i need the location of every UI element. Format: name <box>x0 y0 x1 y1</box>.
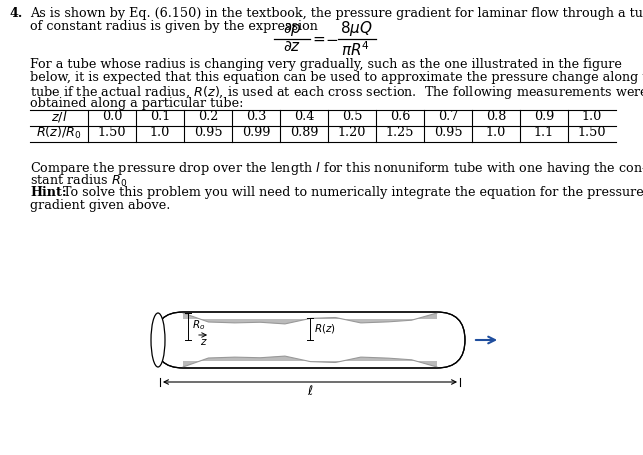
Text: 0.1: 0.1 <box>150 111 170 123</box>
Text: 0.89: 0.89 <box>290 126 318 140</box>
Text: $\pi R^4$: $\pi R^4$ <box>341 40 370 59</box>
Text: of constant radius is given by the expression: of constant radius is given by the expre… <box>30 20 318 33</box>
Text: 0.0: 0.0 <box>102 111 122 123</box>
Text: For a tube whose radius is changing very gradually, such as the one illustrated : For a tube whose radius is changing very… <box>30 58 622 71</box>
Text: $-$: $-$ <box>325 32 339 46</box>
Polygon shape <box>183 356 437 367</box>
Text: $R_o$: $R_o$ <box>192 318 205 333</box>
Text: As is shown by Eq. (6.150) in the textbook, the pressure gradient for laminar fl: As is shown by Eq. (6.150) in the textbo… <box>30 7 643 20</box>
Text: tube if the actual radius, $R(z)$, is used at each cross section.  The following: tube if the actual radius, $R(z)$, is us… <box>30 84 643 101</box>
Text: 0.3: 0.3 <box>246 111 266 123</box>
FancyBboxPatch shape <box>155 312 465 368</box>
Text: below, it is expected that this equation can be used to approximate the pressure: below, it is expected that this equation… <box>30 71 643 84</box>
Text: $\partial p$: $\partial p$ <box>282 21 302 38</box>
Ellipse shape <box>151 313 165 367</box>
Text: 1.0: 1.0 <box>582 111 602 123</box>
Text: 0.95: 0.95 <box>433 126 462 140</box>
Text: $z$: $z$ <box>200 337 208 347</box>
Text: $\partial z$: $\partial z$ <box>283 40 301 54</box>
Text: 0.4: 0.4 <box>294 111 314 123</box>
Text: gradient given above.: gradient given above. <box>30 199 170 212</box>
Polygon shape <box>183 313 437 324</box>
Text: 0.9: 0.9 <box>534 111 554 123</box>
Text: obtained along a particular tube:: obtained along a particular tube: <box>30 97 244 110</box>
Text: 0.8: 0.8 <box>486 111 506 123</box>
Text: $=$: $=$ <box>310 32 326 46</box>
Text: $R(z)$: $R(z)$ <box>314 322 336 335</box>
Text: 0.5: 0.5 <box>341 111 362 123</box>
Text: 0.6: 0.6 <box>390 111 410 123</box>
Text: 1.20: 1.20 <box>338 126 366 140</box>
Text: 1.50: 1.50 <box>578 126 606 140</box>
Text: $8\mu Q$: $8\mu Q$ <box>340 19 372 38</box>
Text: 0.99: 0.99 <box>242 126 270 140</box>
Text: $R(z)/R_0$: $R(z)/R_0$ <box>36 125 82 141</box>
Text: 1.0: 1.0 <box>150 126 170 140</box>
Text: 1.1: 1.1 <box>534 126 554 140</box>
Text: stant radius $R_0$: stant radius $R_0$ <box>30 173 127 189</box>
Text: 0.7: 0.7 <box>438 111 458 123</box>
Text: 4.: 4. <box>10 7 23 20</box>
Text: Compare the pressure drop over the length $l$ for this nonuniform tube with one : Compare the pressure drop over the lengt… <box>30 160 643 177</box>
Text: 1.0: 1.0 <box>486 126 506 140</box>
Text: $\ell$: $\ell$ <box>307 384 313 398</box>
Text: $z/l$: $z/l$ <box>51 110 68 125</box>
Text: 0.95: 0.95 <box>194 126 222 140</box>
Text: 1.25: 1.25 <box>386 126 414 140</box>
Text: To solve this problem you will need to numerically integrate the equation for th: To solve this problem you will need to n… <box>59 186 643 199</box>
Text: Hint:: Hint: <box>30 186 66 199</box>
Text: 0.2: 0.2 <box>198 111 218 123</box>
Text: 1.50: 1.50 <box>98 126 126 140</box>
